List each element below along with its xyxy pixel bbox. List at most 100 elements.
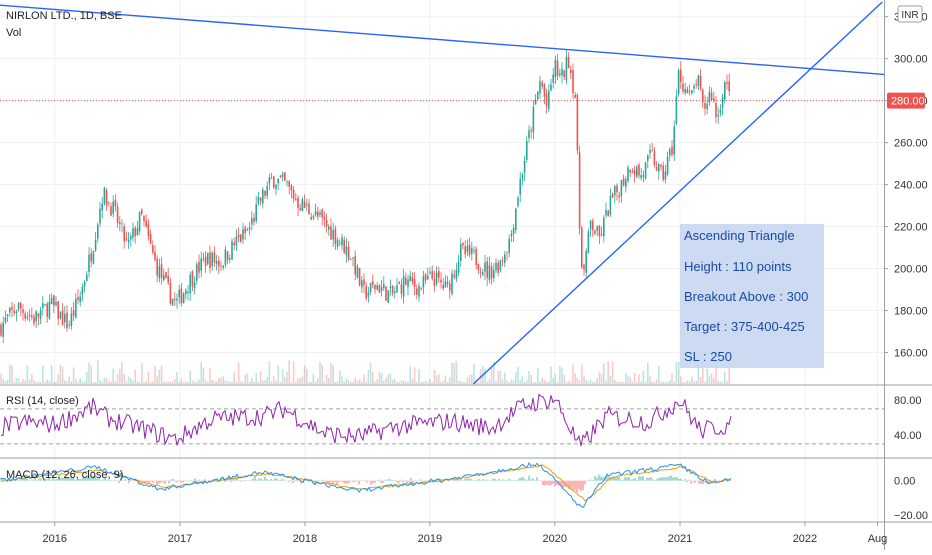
candle-body[interactable] [68,325,70,326]
candle-body[interactable] [59,311,62,319]
candle-body[interactable] [713,98,715,101]
candle-body[interactable] [655,167,658,171]
candle-body[interactable] [673,126,675,155]
candle-body[interactable] [677,70,680,94]
candle-body[interactable] [523,160,526,173]
candle-body[interactable] [15,311,18,314]
candle-body[interactable] [152,245,154,253]
candle-body[interactable] [675,96,678,124]
candle-body[interactable] [704,103,706,109]
candle-body[interactable] [627,167,629,181]
candle-body[interactable] [4,317,7,323]
candle-body[interactable] [312,216,315,219]
candle-body[interactable] [141,209,143,214]
candle-body[interactable] [215,260,218,265]
candle-body[interactable] [226,251,229,261]
candle-body[interactable] [189,274,191,294]
candle-body[interactable] [204,256,207,266]
candle-body[interactable] [24,313,26,319]
candle-body[interactable] [405,277,407,285]
candle-body[interactable] [143,216,145,222]
candle-body[interactable] [75,298,77,318]
candle-body[interactable] [325,220,328,227]
candle-body[interactable] [449,283,451,291]
candle-body[interactable] [394,291,396,294]
candle-body[interactable] [530,129,532,131]
candle-body[interactable] [211,252,213,267]
candle-body[interactable] [191,271,194,286]
trendline-upper[interactable] [0,4,885,76]
candle-body[interactable] [202,258,205,260]
candle-body[interactable] [323,216,326,220]
candle-body[interactable] [662,165,664,180]
candle-body[interactable] [321,209,323,218]
candle-body[interactable] [13,310,15,313]
candle-body[interactable] [581,227,583,267]
candle-body[interactable] [266,186,268,196]
candle-body[interactable] [255,204,257,221]
candle-body[interactable] [6,314,9,317]
candle-body[interactable] [563,70,565,78]
candle-body[interactable] [526,140,528,160]
candle-body[interactable] [292,189,295,200]
rsi-line[interactable] [0,393,732,447]
candle-body[interactable] [160,263,163,279]
candle-body[interactable] [319,212,321,215]
candle-body[interactable] [435,272,438,284]
candle-body[interactable] [710,92,713,100]
candle-body[interactable] [33,316,35,324]
annotation-box[interactable]: Ascending Triangle Height : 110 points B… [680,224,824,368]
candle-body[interactable] [330,226,332,240]
candle-body[interactable] [719,109,722,113]
candle-body[interactable] [706,103,708,109]
candle-body[interactable] [504,254,506,263]
candle-body[interactable] [273,176,275,188]
candle-body[interactable] [464,246,466,255]
candle-body[interactable] [620,180,623,197]
candle-body[interactable] [519,178,521,195]
candle-body[interactable] [572,70,574,94]
candle-body[interactable] [352,257,354,259]
candle-body[interactable] [81,286,84,295]
candle-body[interactable] [187,292,189,294]
candle-body[interactable] [363,279,365,286]
candle-body[interactable] [697,75,700,86]
candle-body[interactable] [257,197,260,204]
candle-body[interactable] [592,220,594,231]
candle-body[interactable] [378,285,381,293]
last-price-tag[interactable] [887,92,925,109]
candle-body[interactable] [127,239,130,243]
candle-body[interactable] [482,272,484,276]
candle-body[interactable] [165,272,167,279]
candle-body[interactable] [156,258,158,276]
candle-body[interactable] [176,298,178,301]
candle-body[interactable] [229,257,231,260]
candle-body[interactable] [279,175,282,177]
candle-body[interactable] [611,194,614,198]
candle-body[interactable] [290,185,293,191]
candle-body[interactable] [576,94,579,151]
trendline-lower[interactable] [472,1,883,385]
candle-body[interactable] [556,60,559,76]
candle-body[interactable] [356,266,359,278]
candle-body[interactable] [334,228,337,245]
candle-body[interactable] [196,264,198,281]
candle-body[interactable] [647,155,649,161]
candle-body[interactable] [532,106,535,133]
candle-body[interactable] [345,246,348,256]
candle-body[interactable] [121,223,123,225]
candle-body[interactable] [347,246,350,260]
candle-body[interactable] [35,311,37,322]
candle-body[interactable] [57,301,59,319]
candle-body[interactable] [631,171,634,173]
candle-body[interactable] [20,303,22,309]
candle-body[interactable] [264,190,266,196]
candle-body[interactable] [101,203,103,211]
candle-body[interactable] [314,210,317,216]
candle-body[interactable] [666,156,669,175]
candle-body[interactable] [374,284,376,290]
candle-body[interactable] [407,279,409,288]
candle-body[interactable] [17,302,20,310]
candle-body[interactable] [233,242,235,246]
candle-body[interactable] [561,68,563,76]
